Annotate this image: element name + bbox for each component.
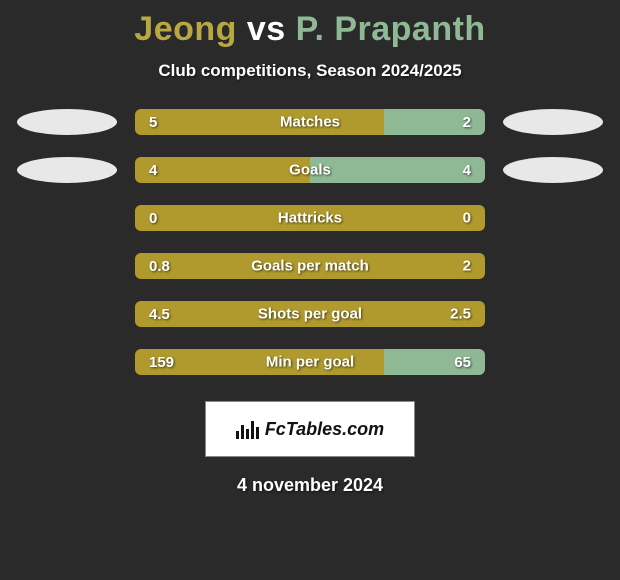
- stat-bar: 159 65 Min per goal: [135, 349, 485, 375]
- right-value: 2: [463, 258, 471, 275]
- stat-label: Min per goal: [266, 354, 354, 371]
- stat-row: 2.5 4.5 Shots per goal: [0, 301, 620, 327]
- stat-rows: 5 2 Matches 4 4 Goals 0 0 Hattricks 2 0.8 Goals per…: [0, 109, 620, 375]
- comparison-infographic: Jeong vs P. Prapanth Club competitions, …: [0, 0, 620, 506]
- stat-bar: 2 0.8 Goals per match: [135, 253, 485, 279]
- right-value: 2: [463, 114, 471, 131]
- left-value: 159: [149, 354, 174, 371]
- date: 4 november 2024: [0, 475, 620, 496]
- stat-label: Hattricks: [278, 210, 342, 227]
- title: Jeong vs P. Prapanth: [0, 10, 620, 49]
- bar-left-segment: 4: [135, 157, 310, 183]
- left-value: 4: [149, 162, 157, 179]
- logo-box: FcTables.com: [205, 401, 415, 457]
- stat-row: 0 0 Hattricks: [0, 205, 620, 231]
- player2-marker: [503, 157, 603, 183]
- bar-right-segment: 65: [384, 349, 486, 375]
- chart-icon: [236, 419, 259, 439]
- vs-text: vs: [247, 10, 286, 48]
- bar-right-segment: 2: [384, 109, 486, 135]
- stat-label: Goals: [289, 162, 331, 179]
- right-value: 4: [463, 162, 471, 179]
- left-value: 0.8: [149, 258, 170, 275]
- player1-marker: [17, 157, 117, 183]
- stat-bar: 2.5 4.5 Shots per goal: [135, 301, 485, 327]
- player2-name: P. Prapanth: [296, 10, 486, 48]
- left-value: 5: [149, 114, 157, 131]
- stat-bar: 0 0 Hattricks: [135, 205, 485, 231]
- stat-row: 159 65 Min per goal: [0, 349, 620, 375]
- stat-row: 5 2 Matches: [0, 109, 620, 135]
- stat-row: 2 0.8 Goals per match: [0, 253, 620, 279]
- bar-left-segment: 5: [135, 109, 384, 135]
- stat-row: 4 4 Goals: [0, 157, 620, 183]
- player2-marker: [503, 109, 603, 135]
- right-value: 65: [454, 354, 471, 371]
- player1-marker: [17, 109, 117, 135]
- stat-label: Goals per match: [251, 258, 369, 275]
- bar-right-segment: 4: [310, 157, 485, 183]
- right-value: 2.5: [450, 306, 471, 323]
- subtitle: Club competitions, Season 2024/2025: [0, 61, 620, 81]
- right-value: 0: [463, 210, 471, 227]
- stat-label: Shots per goal: [258, 306, 362, 323]
- stat-bar: 4 4 Goals: [135, 157, 485, 183]
- stat-bar: 5 2 Matches: [135, 109, 485, 135]
- left-value: 0: [149, 210, 157, 227]
- left-value: 4.5: [149, 306, 170, 323]
- player1-name: Jeong: [134, 10, 237, 48]
- stat-label: Matches: [280, 114, 340, 131]
- logo-text: FcTables.com: [265, 419, 384, 440]
